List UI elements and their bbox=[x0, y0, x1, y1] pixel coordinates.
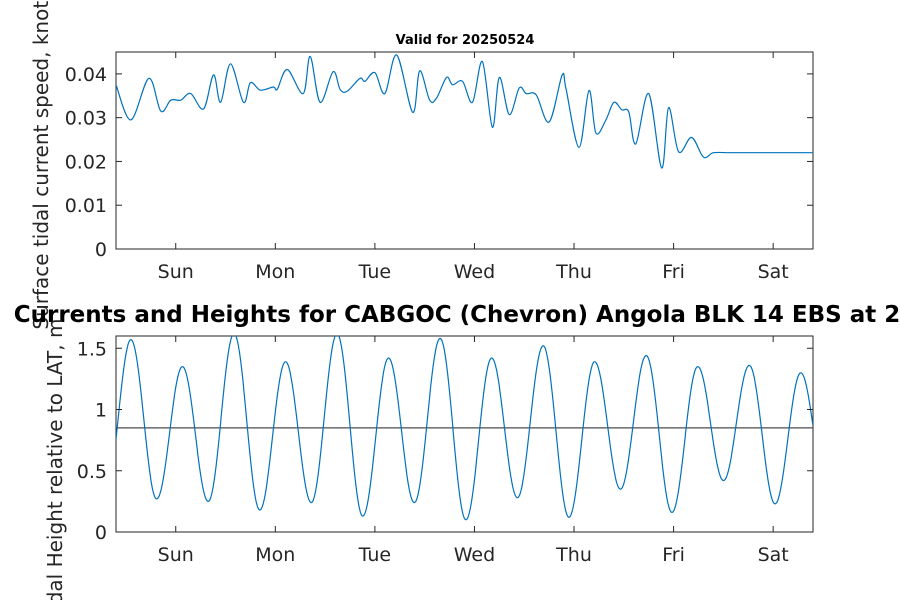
tidal-height-x-ticks: Sun Mon Tue Wed Thu Fri Sat bbox=[158, 336, 789, 566]
current-speed-x-tick-label: Tue bbox=[358, 261, 391, 283]
tidal-height-y-axis-label: Tidal Height relative to LAT, m bbox=[43, 319, 67, 600]
tidal-height-x-tick-label: Thu bbox=[555, 544, 592, 566]
current-speed-y-tick-label: 0.01 bbox=[65, 195, 107, 217]
current-speed-title: Valid for 20250524 bbox=[396, 33, 535, 48]
tidal-height-axes-box bbox=[115, 335, 814, 533]
tidal-height-line bbox=[116, 336, 813, 521]
tidal-height-y-tick-label: 0 bbox=[95, 522, 107, 544]
tidal-height-x-tick-label: Wed bbox=[454, 544, 495, 566]
tidal-height-y-ticks: 0 0.5 1 1.5 bbox=[77, 338, 813, 544]
current-speed-x-tick-label: Mon bbox=[255, 261, 295, 283]
current-speed-panel: Sun Mon Tue Wed Thu Fri Sat 00.010.020.030.04 … bbox=[29, 0, 814, 330]
tidal-height-y-tick-label: 0.5 bbox=[77, 461, 107, 483]
tidal-height-series bbox=[116, 336, 813, 521]
tidal-height-title: Currents and Heights for CABGOC (Chevron… bbox=[14, 302, 900, 328]
current-speed-series bbox=[116, 54, 813, 169]
tidal-height-panel: Sun Mon Tue Wed Thu Fri Sat 0 0.5 1 1.5 Currents … bbox=[14, 302, 900, 600]
tidal-height-x-tick-label: Mon bbox=[255, 544, 295, 566]
current-speed-line bbox=[116, 54, 813, 169]
current-speed-y-tick-label: 0.03 bbox=[65, 108, 107, 130]
current-speed-x-tick-label: Sat bbox=[758, 261, 789, 283]
tidal-height-x-tick-label: Sat bbox=[758, 544, 789, 566]
current-speed-x-tick-label: Wed bbox=[454, 261, 495, 283]
current-speed-axes-box bbox=[115, 51, 814, 250]
tidal-height-x-tick-label: Tue bbox=[358, 544, 391, 566]
tidal-height-y-tick-label: 1 bbox=[95, 400, 107, 422]
current-speed-y-ticks: 0 0.01 0.02 0.03 0.04 bbox=[65, 64, 813, 261]
tidal-height-x-tick-label: Sun bbox=[158, 544, 194, 566]
current-speed-y-tick-label: 0 bbox=[95, 239, 107, 261]
current-speed-y-tick-label: 0.02 bbox=[65, 151, 107, 173]
tidal-height-x-tick-label: Fri bbox=[662, 544, 685, 566]
current-speed-x-tick-label: Sun bbox=[158, 261, 194, 283]
current-speed-x-ticks: Sun Mon Tue Wed Thu Fri Sat bbox=[158, 52, 789, 283]
tidal-height-y-tick-label: 1.5 bbox=[77, 338, 107, 360]
current-speed-y-axis-label: Surface tidal current speed, knots bbox=[29, 0, 53, 330]
current-speed-x-tick-label: Thu bbox=[555, 261, 592, 283]
current-speed-y-tick-label: 0.04 bbox=[65, 64, 107, 86]
current-speed-x-tick-label: Fri bbox=[662, 261, 685, 283]
